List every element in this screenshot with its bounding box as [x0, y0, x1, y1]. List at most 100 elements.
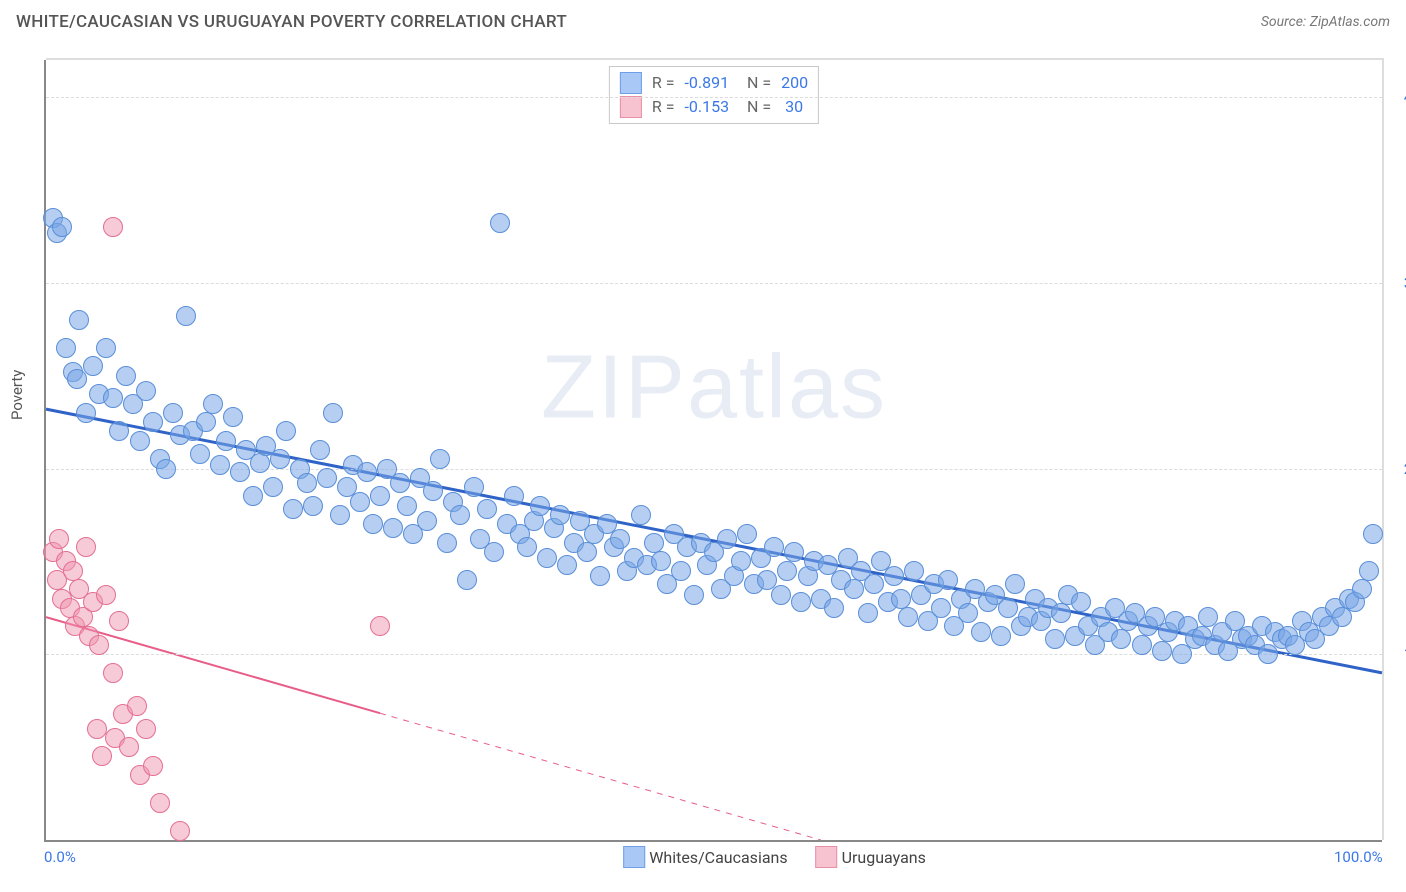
x-tick-label: 0.0% [44, 848, 76, 866]
legend-series-label: Whites/Caucasians [649, 848, 787, 867]
legend-r-label: R = [652, 71, 679, 95]
scatter-point-whites_caucasians [898, 607, 918, 627]
scatter-point-whites_caucasians [216, 431, 236, 451]
scatter-point-whites_caucasians [69, 310, 89, 330]
scatter-point-uruguayans [89, 635, 109, 655]
scatter-point-whites_caucasians [143, 412, 163, 432]
scatter-point-whites_caucasians [350, 492, 370, 512]
scatter-point-whites_caucasians [276, 421, 296, 441]
scatter-point-whites_caucasians [223, 407, 243, 427]
scatter-point-whites_caucasians [317, 468, 337, 488]
scatter-point-whites_caucasians [210, 455, 230, 475]
scatter-point-uruguayans [143, 756, 163, 776]
scatter-point-whites_caucasians [464, 477, 484, 497]
scatter-point-whites_caucasians [537, 548, 557, 568]
scatter-point-whites_caucasians [771, 585, 791, 605]
scatter-point-whites_caucasians [109, 421, 129, 441]
y-axis-label: Poverty [8, 370, 26, 420]
scatter-point-whites_caucasians [1352, 579, 1372, 599]
legend-n-value: 200 [781, 71, 808, 95]
scatter-point-whites_caucasians [303, 496, 323, 516]
legend-stats-row: R = -0.153 N = 30 [620, 95, 808, 119]
source-prefix: Source: [1261, 14, 1310, 30]
scatter-point-uruguayans [170, 821, 190, 841]
legend-stats: R = -0.891 N = 200R = -0.153 N = 30 [609, 66, 819, 124]
scatter-point-whites_caucasians [383, 518, 403, 538]
scatter-point-whites_caucasians [1045, 629, 1065, 649]
scatter-point-uruguayans [127, 696, 147, 716]
y-tick-label: 30.0% [1389, 274, 1406, 292]
scatter-point-whites_caucasians [297, 473, 317, 493]
legend-n-value: 30 [781, 95, 803, 119]
legend-r-label: R = [652, 95, 679, 119]
scatter-point-uruguayans [136, 719, 156, 739]
legend-swatch [620, 72, 642, 94]
scatter-point-whites_caucasians [203, 394, 223, 414]
scatter-point-uruguayans [119, 737, 139, 757]
legend-series-item: Uruguayans [816, 846, 926, 868]
scatter-point-whites_caucasians [103, 388, 123, 408]
scatter-point-whites_caucasians [864, 574, 884, 594]
scatter-point-whites_caucasians [390, 473, 410, 493]
scatter-point-whites_caucasians [938, 570, 958, 590]
scatter-point-whites_caucasians [858, 603, 878, 623]
legend-series-item: Whites/Caucasians [623, 846, 787, 868]
scatter-point-whites_caucasians [310, 440, 330, 460]
trend-line-uruguayans-dashed [380, 713, 821, 840]
scatter-point-whites_caucasians [116, 366, 136, 386]
scatter-point-whites_caucasians [263, 477, 283, 497]
scatter-point-whites_caucasians [590, 566, 610, 586]
legend-stats-row: R = -0.891 N = 200 [620, 71, 808, 95]
scatter-point-whites_caucasians [196, 412, 216, 432]
scatter-point-uruguayans [49, 529, 69, 549]
scatter-point-whites_caucasians [504, 486, 524, 506]
scatter-point-whites_caucasians [163, 403, 183, 423]
legend-swatch [620, 96, 642, 118]
scatter-point-whites_caucasians [904, 561, 924, 581]
scatter-point-whites_caucasians [998, 598, 1018, 618]
legend-r-value: -0.891 [684, 71, 729, 95]
source-name: ZipAtlas.com [1310, 14, 1390, 30]
scatter-point-whites_caucasians [791, 592, 811, 612]
scatter-point-uruguayans [103, 663, 123, 683]
scatter-point-whites_caucasians [1152, 641, 1172, 661]
plot-area: ZIPatlas R = -0.891 N = 200R = -0.153 N … [46, 58, 1384, 840]
scatter-point-whites_caucasians [176, 306, 196, 326]
scatter-point-whites_caucasians [423, 481, 443, 501]
scatter-point-whites_caucasians [330, 505, 350, 525]
scatter-point-whites_caucasians [457, 570, 477, 590]
legend-series-label: Uruguayans [842, 848, 926, 867]
scatter-point-whites_caucasians [243, 486, 263, 506]
y-tick-label: 20.0% [1389, 460, 1406, 478]
scatter-point-whites_caucasians [1051, 603, 1071, 623]
scatter-point-whites_caucasians [1071, 592, 1091, 612]
scatter-point-whites_caucasians [283, 499, 303, 519]
scatter-point-whites_caucasians [357, 462, 377, 482]
scatter-point-whites_caucasians [991, 626, 1011, 646]
legend-n-label: N = [735, 95, 775, 119]
legend-r-value: -0.153 [684, 95, 729, 119]
scatter-point-uruguayans [103, 217, 123, 237]
scatter-point-whites_caucasians [550, 505, 570, 525]
scatter-point-whites_caucasians [363, 514, 383, 534]
legend-swatch [623, 846, 645, 868]
scatter-point-whites_caucasians [490, 213, 510, 233]
legend-n-label: N = [735, 71, 775, 95]
scatter-point-whites_caucasians [1005, 574, 1025, 594]
title-bar: WHITE/CAUCASIAN VS URUGUAYAN POVERTY COR… [16, 12, 1390, 32]
scatter-point-whites_caucasians [52, 217, 72, 237]
scatter-point-whites_caucasians [784, 542, 804, 562]
scatter-point-whites_caucasians [610, 529, 630, 549]
scatter-point-whites_caucasians [764, 537, 784, 557]
scatter-point-whites_caucasians [717, 529, 737, 549]
scatter-point-whites_caucasians [370, 486, 390, 506]
y-tick-label: 40.0% [1389, 88, 1406, 106]
scatter-point-whites_caucasians [484, 542, 504, 562]
x-tick-label: 100.0% [1334, 848, 1383, 866]
scatter-point-whites_caucasians [156, 459, 176, 479]
scatter-point-whites_caucasians [230, 462, 250, 482]
scatter-point-whites_caucasians [844, 579, 864, 599]
scatter-point-whites_caucasians [56, 338, 76, 358]
scatter-point-whites_caucasians [891, 589, 911, 609]
scatter-point-whites_caucasians [477, 499, 497, 519]
